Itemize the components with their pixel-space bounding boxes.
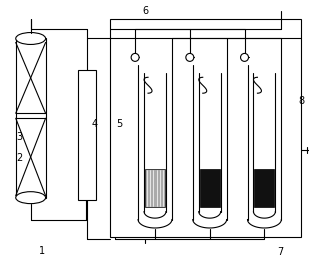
Bar (145, 169, 165, 207)
Ellipse shape (16, 192, 46, 204)
Text: 1: 1 (39, 246, 46, 256)
Text: 4: 4 (92, 119, 98, 129)
Bar (78, 70, 96, 200)
Bar (16, 38, 46, 198)
Bar (200, 169, 220, 207)
Circle shape (131, 53, 139, 61)
Circle shape (186, 53, 194, 61)
Text: 5: 5 (117, 119, 123, 129)
Text: 3: 3 (16, 132, 22, 142)
Text: 8: 8 (299, 97, 304, 107)
Text: 2: 2 (16, 153, 22, 163)
Ellipse shape (16, 33, 46, 44)
Circle shape (241, 53, 249, 61)
Text: 6: 6 (143, 6, 149, 16)
Text: 7: 7 (277, 247, 283, 257)
Bar (255, 169, 274, 207)
Bar (110, 19, 301, 237)
